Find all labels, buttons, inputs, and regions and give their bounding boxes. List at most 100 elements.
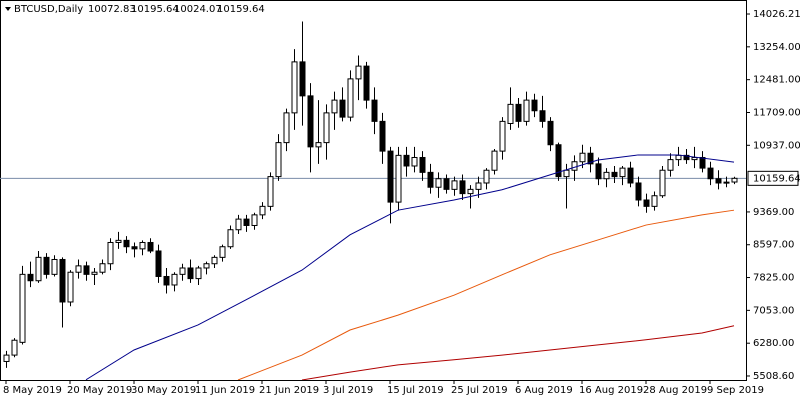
candle-body <box>67 271 74 303</box>
candle-body <box>507 103 514 124</box>
candle-body <box>667 159 674 171</box>
candle-body <box>155 250 162 277</box>
candle-body <box>299 61 306 97</box>
candle-body <box>371 99 378 122</box>
candle-body <box>219 246 226 258</box>
candle-body <box>75 265 82 273</box>
candle-body <box>523 99 530 122</box>
moving-average-line <box>237 209 735 380</box>
candle-body <box>475 182 482 190</box>
ohlc-close: 10159.64 <box>217 4 265 15</box>
plot-frame <box>0 0 747 381</box>
candle-body <box>147 241 154 252</box>
candle-body <box>435 178 442 188</box>
candle-body <box>571 161 578 171</box>
candle-body <box>723 181 730 184</box>
candle-body <box>659 169 666 197</box>
candle-body <box>187 267 194 280</box>
candle-body <box>619 167 626 178</box>
candle-body <box>115 239 122 243</box>
candle-body <box>459 180 466 195</box>
x-tick-label: 11 Jun 2019 <box>195 385 255 396</box>
y-tick-label: 11709.00 <box>753 107 800 118</box>
candle-body <box>91 271 98 275</box>
candle-body <box>451 180 458 190</box>
candle-body <box>267 176 274 207</box>
candle-body <box>483 169 490 184</box>
y-tick-label: 14026.21 <box>753 9 800 20</box>
x-tick-label: 8 May 2019 <box>3 385 62 396</box>
candle-body <box>683 154 690 161</box>
candle-body <box>555 144 562 178</box>
candle-body <box>179 267 186 275</box>
x-tick-label: 3 Jul 2019 <box>323 385 373 396</box>
candle-body <box>43 256 50 275</box>
x-tick-label: 28 Aug 2019 <box>643 385 707 396</box>
candle-body <box>315 142 322 148</box>
candle-body <box>355 65 362 80</box>
candle-body <box>707 167 714 180</box>
candle-body <box>235 218 242 231</box>
y-tick-label: 9369.00 <box>753 207 794 218</box>
candle-body <box>171 273 178 286</box>
last-price-box <box>747 170 799 186</box>
candle-body <box>3 354 10 362</box>
x-tick-label: 30 May 2019 <box>131 385 196 396</box>
candle-body <box>123 239 130 248</box>
x-tick-label: 20 May 2019 <box>67 385 132 396</box>
candle-body <box>131 246 138 250</box>
x-tick-label: 15 Jul 2019 <box>387 385 444 396</box>
candle-body <box>59 258 66 303</box>
candle-body <box>291 61 298 114</box>
candle-body <box>195 267 202 280</box>
candle-body <box>387 150 394 203</box>
candle-body <box>203 263 210 269</box>
candle-body <box>699 156 706 169</box>
candle-body <box>579 152 586 163</box>
menu-icon <box>5 7 11 11</box>
candle-body <box>107 241 114 265</box>
candle-body <box>139 241 146 250</box>
y-tick-label: 5508.60 <box>753 371 794 382</box>
candle-body <box>251 214 258 226</box>
candle-body <box>643 199 650 207</box>
x-tick-label: 25 Jul 2019 <box>451 385 508 396</box>
candle-body <box>379 120 386 152</box>
candle-body <box>419 156 426 173</box>
candle-body <box>11 339 18 356</box>
ohlc-high: 10195.64 <box>131 4 179 15</box>
moving-average-line <box>301 325 735 380</box>
candle-body <box>347 78 354 118</box>
candle-body <box>339 99 346 118</box>
candle-body <box>611 171 618 178</box>
candle-body <box>307 95 314 148</box>
candle-body <box>395 154 402 203</box>
candle-body <box>323 112 330 144</box>
ohlc-low: 10024.07 <box>174 4 222 15</box>
x-tick-label: 21 Jun 2019 <box>259 385 319 396</box>
y-tick-label: 8597.00 <box>753 240 794 251</box>
chart-title: BTCUSD,Daily <box>14 4 83 15</box>
y-tick-label: 12481.00 <box>753 75 800 86</box>
candle-body <box>259 205 266 216</box>
y-tick-label: 13254.00 <box>753 42 800 53</box>
candle-body <box>51 258 58 275</box>
candle-body <box>515 103 522 122</box>
candle-body <box>99 263 106 273</box>
candle-body <box>539 110 546 122</box>
candle-body <box>715 178 722 184</box>
moving-average-line <box>85 154 735 380</box>
candle-body <box>443 178 450 190</box>
candle-body <box>651 195 658 207</box>
x-tick-label: 6 Aug 2019 <box>515 385 573 396</box>
candle-body <box>675 154 682 161</box>
candle-body <box>467 188 474 195</box>
candle-body <box>635 182 642 201</box>
candle-body <box>275 142 282 178</box>
candle-body <box>627 167 634 184</box>
candle-body <box>587 152 594 165</box>
candle-body <box>211 256 218 265</box>
candle-body <box>35 256 42 282</box>
candle-body <box>491 150 498 171</box>
